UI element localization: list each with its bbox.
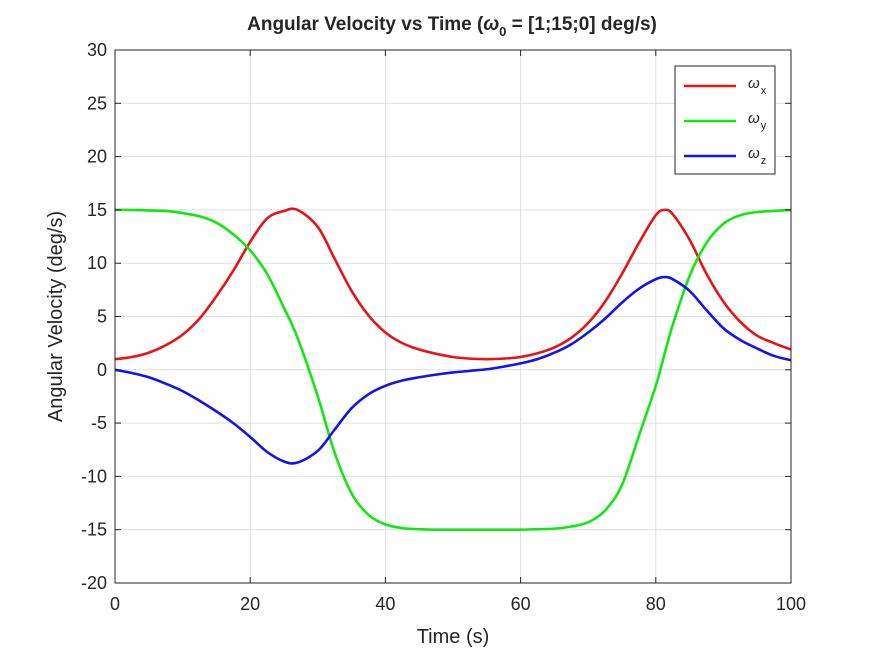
y-tick-label: -15 (81, 520, 107, 540)
legend-entry-y: ωy (748, 110, 767, 132)
y-tick-label: -20 (81, 573, 107, 593)
series-line-y (114, 208, 792, 532)
series-line-z (114, 275, 792, 465)
x-tick-label: 60 (511, 594, 531, 614)
y-tick-label: 30 (87, 40, 107, 60)
series-line-x (114, 207, 792, 361)
y-tick-label: -5 (91, 413, 107, 433)
legend: ωx ωy ωz (674, 65, 776, 175)
ticks: 0 20 40 60 80 100 -20 -15 -10 -5 0 5 10 15 20 25 30 (81, 40, 806, 614)
y-tick-label: 5 (97, 307, 107, 327)
series-lines (114, 207, 792, 532)
y-tick-label: 20 (87, 147, 107, 167)
legend-entry-z: ωz (748, 145, 766, 167)
y-tick-label: 15 (87, 200, 107, 220)
x-axis-label: Time (s) (417, 626, 490, 648)
chart-title: Angular Velocity vs Time (ω0 = [1;15;0] … (247, 14, 657, 39)
legend-entry-x: ωx (748, 75, 767, 97)
x-tick-label: 20 (240, 594, 260, 614)
y-axis-label: Angular Velocity (deg/s) (45, 211, 67, 422)
y-tick-label: 25 (87, 93, 107, 113)
x-tick-label: 80 (646, 594, 666, 614)
x-tick-label: 40 (375, 594, 395, 614)
y-tick-label: 10 (87, 253, 107, 273)
x-tick-label: 100 (776, 594, 806, 614)
y-tick-label: 0 (97, 360, 107, 380)
x-tick-label: 0 (110, 594, 120, 614)
y-tick-label: -10 (81, 466, 107, 486)
